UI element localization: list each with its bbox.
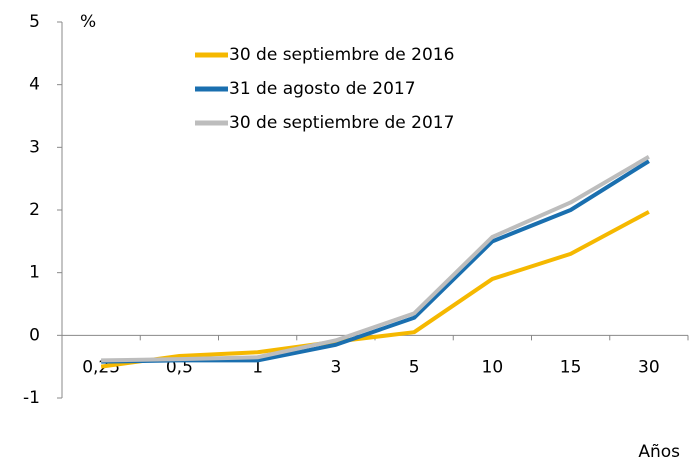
x-tick-label: 10 <box>482 357 504 377</box>
x-tick-label: 3 <box>330 357 341 377</box>
x-tick-label: 5 <box>409 357 420 377</box>
y-tick-label: 0 <box>29 325 40 345</box>
y-tick-label: 4 <box>29 75 40 95</box>
y-unit: % <box>80 12 96 32</box>
series-line <box>101 155 650 363</box>
y-tick-label: -1 <box>23 388 40 408</box>
legend-label: 30 de septiembre de 2016 <box>229 45 454 65</box>
series-line <box>101 159 650 364</box>
x-tick-label: 30 <box>638 357 660 377</box>
x-tick-label: 15 <box>560 357 582 377</box>
x-axis-label: Años <box>638 442 680 462</box>
x-tick-label: 1 <box>252 357 263 377</box>
y-tick-label: 1 <box>29 263 40 283</box>
y-tick-label: 2 <box>29 200 40 220</box>
y-tick-label: 3 <box>29 137 40 157</box>
series-line <box>100 210 650 369</box>
y-tick-label: 5 <box>29 12 40 32</box>
legend-label: 30 de septiembre de 2017 <box>229 113 454 133</box>
legend-label: 31 de agosto de 2017 <box>229 79 416 99</box>
